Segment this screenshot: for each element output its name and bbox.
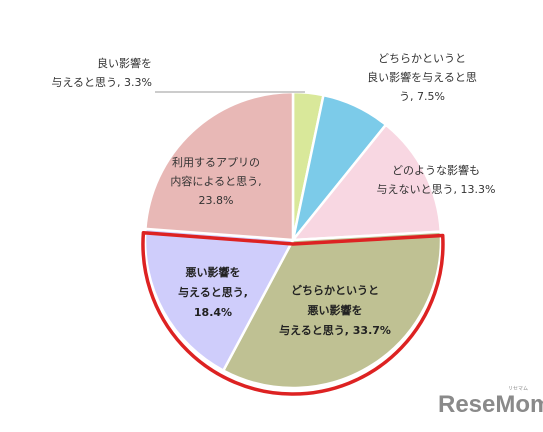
slice-label-5-line-1: 悪い影響を xyxy=(186,265,241,279)
slice-label-2-line-3: う, 7.5% xyxy=(399,90,445,103)
slice-label-5: 悪い影響を与えると思う, 18.4% xyxy=(178,265,248,319)
slice-label-6-line-3: 23.8% xyxy=(199,194,234,207)
slice-label-2-line-1: どちらかというと xyxy=(378,52,466,65)
slice-label-4: どちらかというと悪い影響を与えると思う, 33.7% xyxy=(279,284,391,337)
slice-label-6-line-1: 利用するアプリの xyxy=(172,156,260,169)
logo-kana: リセマム xyxy=(508,386,528,392)
slice-label-4-line-1: どちらかというと xyxy=(291,284,379,297)
slice-label-3-line-1: どのような影響も xyxy=(392,163,480,177)
slice-label-2-line-2: 良い影響を与えると思 xyxy=(367,70,477,84)
slice-label-3: どのような影響も与えないと思う, 13.3% xyxy=(377,163,496,196)
pie-slice-6 xyxy=(144,90,295,242)
resemom-logo: ReseMom リセマム xyxy=(438,386,543,418)
highlight-outline xyxy=(141,230,445,396)
slice-label-1-line-1: 良い影響を xyxy=(97,56,152,70)
slice-labels: 良い影響を与えると思う, 3.3%どちらかというと良い影響を与えると思う, 7.… xyxy=(51,52,495,337)
pie-slice-3 xyxy=(290,123,443,242)
slice-label-4-line-3: 与えると思う, 33.7% xyxy=(279,324,391,337)
slice-label-1: 良い影響を与えると思う, 3.3% xyxy=(51,56,152,89)
slice-label-6-line-2: 内容によると思う, xyxy=(170,174,261,188)
pie-slice-5 xyxy=(143,227,296,373)
slice-label-5-line-3: 18.4% xyxy=(194,306,232,319)
slice-label-1-line-2: 与えると思う, 3.3% xyxy=(51,76,152,89)
slice-label-6: 利用するアプリの内容によると思う, 23.8% xyxy=(170,156,261,207)
logo-text: ReseMom xyxy=(438,391,543,418)
pie-slices xyxy=(143,90,443,390)
slice-label-2: どちらかというと良い影響を与えると思う, 7.5% xyxy=(367,52,477,103)
highlight-border xyxy=(141,230,445,396)
slice-label-4-line-2: 悪い影響を xyxy=(308,303,363,317)
slice-label-3-line-2: 与えないと思う, 13.3% xyxy=(377,183,496,196)
slice-label-5-line-2: 与えると思う, xyxy=(178,286,248,299)
